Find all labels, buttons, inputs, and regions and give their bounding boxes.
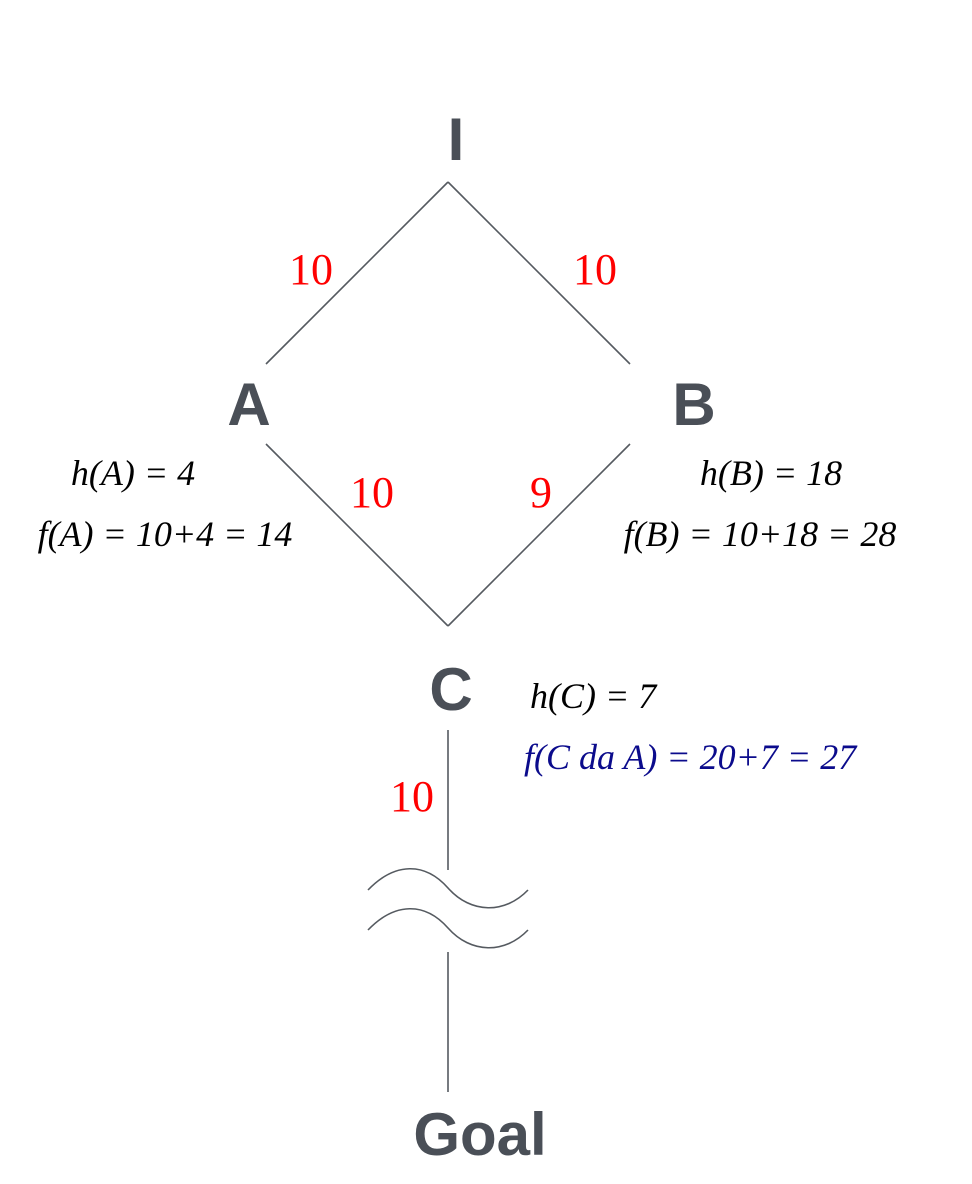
annotation-h-b: h(B) = 18 — [700, 453, 842, 493]
annotation-f-b: f(B) = 10+18 = 28 — [624, 514, 897, 554]
edge-b-c — [447, 443, 631, 627]
cost-a-c: 10 — [350, 468, 394, 517]
node-i: I — [448, 106, 465, 173]
path-break-symbol — [367, 868, 529, 949]
annotation-h-c: h(C) = 7 — [530, 676, 658, 716]
annotation-f-a: f(A) = 10+4 = 14 — [38, 514, 293, 554]
node-b: B — [672, 371, 715, 438]
edge-i-b — [447, 181, 631, 365]
node-goal: Goal — [413, 1101, 546, 1168]
node-a: A — [227, 371, 270, 438]
break-wave-upper — [367, 868, 529, 909]
cost-b-c: 9 — [530, 468, 552, 517]
annotation-h-a: h(A) = 4 — [71, 453, 195, 493]
node-c: C — [429, 656, 472, 723]
cost-c-goal: 10 — [390, 772, 434, 821]
edge-i-a — [265, 181, 449, 365]
annotation-f-c: f(C da A) = 20+7 = 27 — [524, 737, 858, 777]
cost-i-b: 10 — [573, 245, 617, 294]
cost-i-a: 10 — [289, 245, 333, 294]
edge-a-c — [265, 443, 449, 627]
break-wave-lower — [367, 908, 529, 949]
